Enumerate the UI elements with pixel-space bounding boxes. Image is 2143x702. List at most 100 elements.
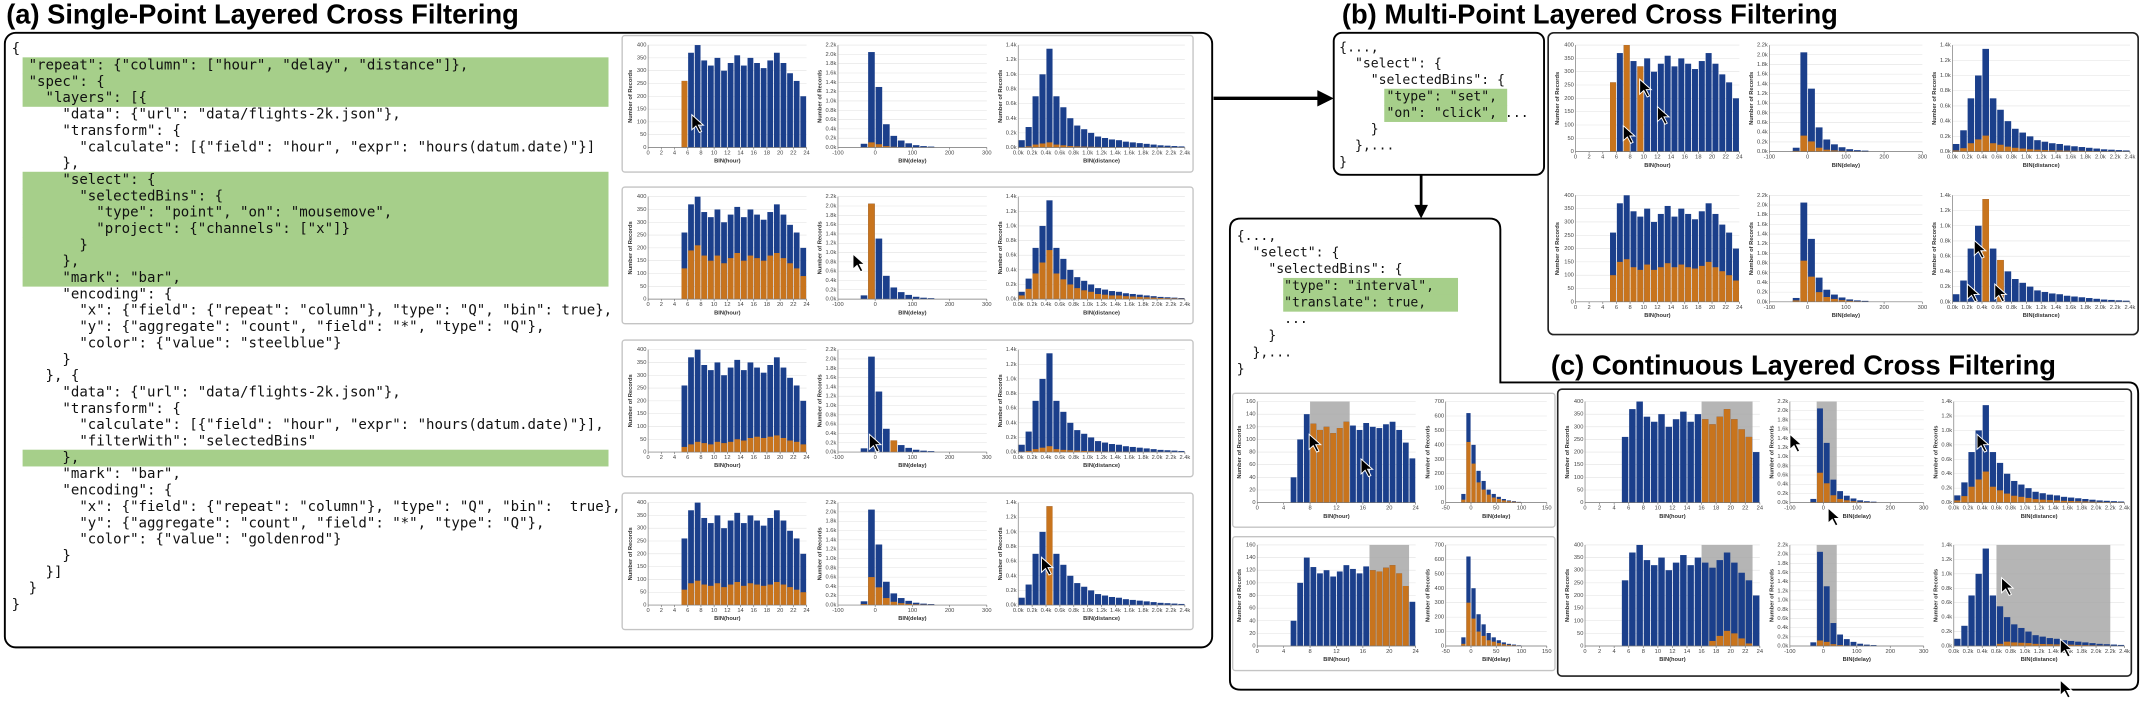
bar — [2056, 294, 2063, 302]
bar — [747, 515, 754, 606]
y-tick-label: 150 — [1564, 259, 1574, 265]
y-tick-label: 0.4k — [826, 431, 837, 437]
x-tick-label: 8 — [699, 302, 702, 308]
x-tick-label: -100 — [1764, 155, 1775, 161]
y-axis-title: Number of Records — [1425, 569, 1431, 622]
bar — [1629, 552, 1636, 647]
bar — [1726, 82, 1733, 152]
y-axis-title: Number of Records — [1932, 222, 1938, 275]
x-tick-label: 24 — [803, 150, 810, 156]
cursor — [1973, 239, 1988, 259]
x-tick-label: 10 — [1655, 649, 1661, 655]
x-tick-label: 0.2k — [1027, 455, 1038, 461]
y-tick-label: 150 — [637, 107, 647, 113]
y-tick-label: 1.0k — [1006, 529, 1017, 535]
highlight-bar — [1039, 262, 1046, 300]
bar — [1108, 291, 1116, 300]
bar — [1792, 147, 1800, 152]
x-axis-title: BIN(delay) — [1482, 657, 1510, 663]
x-tick-label: 4 — [673, 455, 677, 461]
highlight-bar — [1129, 296, 1136, 300]
highlight-bar — [2063, 150, 2071, 152]
code-line: } — [12, 237, 88, 253]
bar — [2032, 635, 2039, 647]
x-tick-label: 20 — [777, 608, 783, 614]
highlight-bar — [1046, 446, 1053, 453]
x-tick-label: 24 — [1757, 506, 1764, 512]
y-tick-label: 100 — [637, 424, 647, 430]
code-line: "mark": "bar", — [12, 270, 181, 286]
highlight-bar — [868, 142, 875, 148]
bar — [1870, 501, 1877, 503]
y-tick-label: 1.2k — [826, 241, 837, 247]
bar — [1032, 553, 1039, 606]
bar — [1402, 442, 1409, 503]
code-line: "selectedBins": { — [12, 188, 223, 204]
x-tick-label: 0.0k — [1947, 305, 1958, 311]
bar — [2026, 136, 2034, 152]
highlight-bar — [1471, 618, 1476, 647]
y-tick-label: 100 — [1564, 273, 1574, 279]
bar — [1968, 595, 1975, 647]
highlight-bar — [1461, 643, 1466, 647]
bar — [1665, 426, 1673, 503]
y-tick-label: 0.4k — [826, 278, 837, 284]
bar — [1143, 295, 1150, 300]
bar — [1719, 224, 1726, 302]
y-tick-label: 100 — [637, 577, 647, 583]
highlight-bar — [1738, 638, 1745, 647]
y-tick-label: 2.2k — [826, 43, 837, 49]
highlight-bar — [1989, 486, 1997, 503]
highlight-bar — [1671, 267, 1678, 302]
bar — [1136, 600, 1143, 606]
x-tick-label: 12 — [724, 608, 730, 614]
highlight-bar — [707, 585, 714, 606]
y-tick-label: 0.8k — [826, 565, 837, 571]
y-tick-label: 0.8k — [826, 108, 837, 114]
y-tick-label: 1.4k — [826, 80, 837, 86]
bar — [1698, 211, 1705, 302]
bar — [2103, 644, 2110, 647]
x-tick-label: 0.4k — [1041, 608, 1052, 614]
bar — [2032, 491, 2039, 503]
x-tick-label: 2.2k — [2110, 305, 2121, 311]
x-tick-label: 2.4k — [2119, 506, 2130, 512]
highlight-bar — [1830, 644, 1837, 647]
y-tick-label: 0.2k — [826, 287, 837, 293]
y-tick-label: 1.6k — [826, 375, 837, 381]
highlight-bar — [2082, 645, 2089, 647]
x-tick-label: 12 — [1654, 155, 1660, 161]
highlight-bar — [1830, 298, 1838, 302]
x-tick-label: 0.4k — [1041, 302, 1052, 308]
x-tick-label: 200 — [945, 150, 955, 156]
x-tick-label: 1.8k — [2076, 506, 2087, 512]
highlight-bar — [1968, 486, 1975, 503]
x-tick-label: 150 — [1542, 506, 1552, 512]
y-tick-label: 400 — [1564, 43, 1574, 49]
highlight-bar — [1506, 644, 1512, 647]
cursor — [1360, 457, 1374, 478]
code-line: }, — [12, 156, 80, 172]
x-tick-label: 0 — [647, 455, 650, 461]
highlight-bar — [868, 577, 875, 606]
y-tick-label: 0.0k — [1941, 644, 1952, 650]
x-tick-label: 200 — [1879, 155, 1889, 161]
y-tick-label: 1.4k — [826, 231, 837, 237]
x-tick-label: 24 — [1757, 649, 1764, 655]
highlight-bar — [767, 255, 774, 300]
bar — [912, 145, 920, 148]
bar — [1060, 564, 1067, 606]
x-tick-label: 22 — [790, 150, 796, 156]
y-tick-label: 0.4k — [1006, 573, 1017, 579]
code-line: "project": {"channels": ["x"]} — [12, 221, 350, 237]
x-tick-label: 12 — [1333, 649, 1339, 655]
y-tick-label: 600 — [1435, 557, 1445, 563]
x-tick-label: 0.2k — [1962, 305, 1973, 311]
bar — [1694, 414, 1702, 503]
bar — [1967, 248, 1975, 302]
bar — [1716, 560, 1724, 647]
bar — [1678, 208, 1685, 302]
highlight-bar — [787, 587, 793, 606]
bar — [1081, 586, 1088, 606]
y-tick-label: 0.2k — [1006, 130, 1017, 136]
